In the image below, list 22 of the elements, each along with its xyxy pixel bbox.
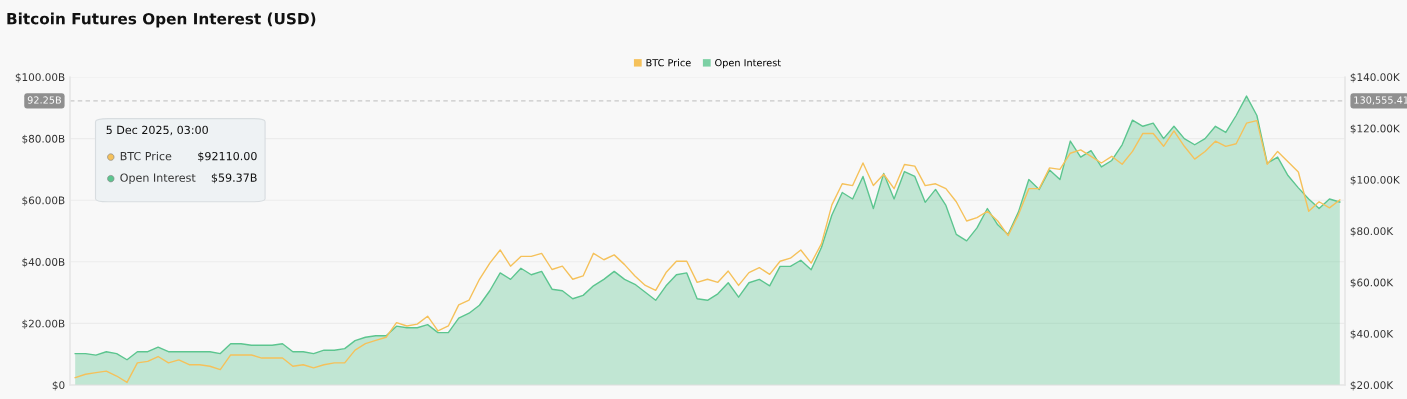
annotation: 5 Dec 2025, 03:00 bbox=[106, 125, 208, 136]
y-tick-label: $0 bbox=[52, 381, 65, 391]
annotation: Open Interest bbox=[120, 173, 196, 185]
y2-tick-label: $60.00K bbox=[1350, 278, 1394, 288]
annotation: $59.37B bbox=[211, 173, 257, 184]
ref-line-label: 92.25B bbox=[27, 96, 61, 104]
y2-tick-label: $20.00K bbox=[1350, 381, 1394, 391]
chart-title: Bitcoin Futures Open Interest (USD) bbox=[7, 12, 316, 28]
annotation: $92110.00 bbox=[198, 151, 257, 162]
y2-tick-label: $40.00K bbox=[1350, 329, 1394, 340]
y-tick-label: $20.00B bbox=[22, 319, 65, 329]
legend-label: BTC Price bbox=[646, 58, 691, 67]
legend-label: Open Interest bbox=[715, 59, 781, 69]
y2-tick-label: $80.00K bbox=[1350, 227, 1394, 237]
y-tick-label: $80.00B bbox=[22, 134, 65, 145]
y2-tick-label: $100.00K bbox=[1350, 175, 1400, 186]
y-tick-label: $40.00B bbox=[22, 257, 65, 268]
y-tick-label: $100.00B bbox=[15, 73, 65, 83]
y-tick-label: $60.00B bbox=[22, 196, 65, 206]
y2-tick-label: $140.00K bbox=[1350, 73, 1400, 83]
annotation: BTC Price bbox=[120, 151, 172, 161]
y2-tick-label: $120.00K bbox=[1350, 124, 1400, 134]
